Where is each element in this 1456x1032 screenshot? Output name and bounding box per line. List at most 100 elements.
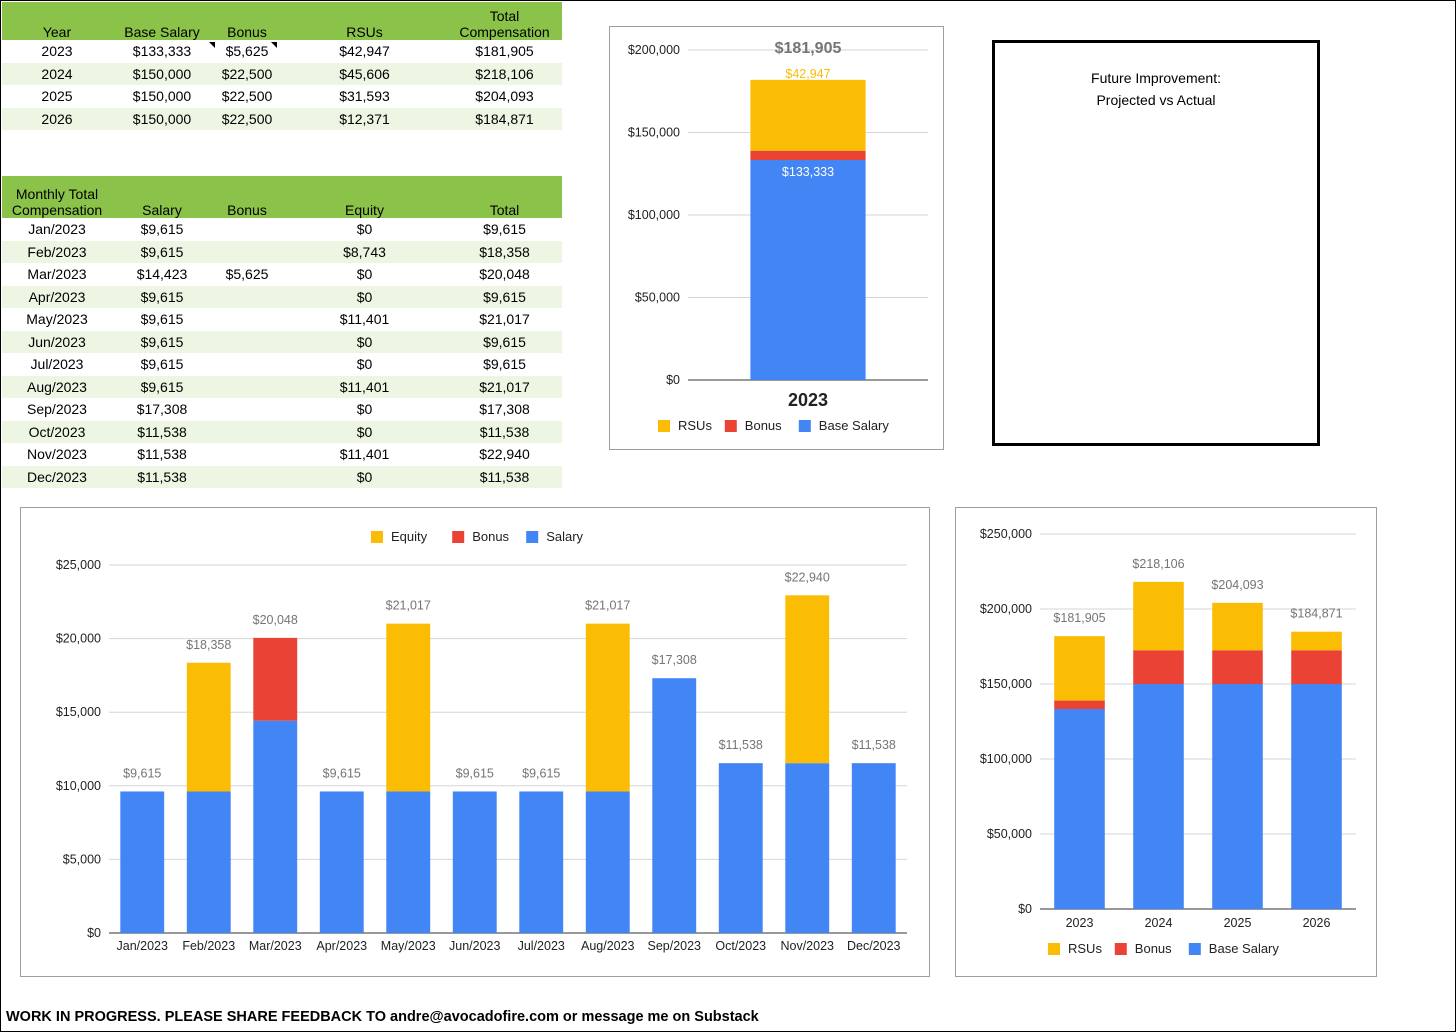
table-cell[interactable]: $8,743 — [282, 240, 447, 263]
table-cell[interactable]: $9,615 — [112, 330, 212, 353]
table-cell[interactable]: $9,615 — [483, 356, 526, 373]
table-cell[interactable] — [212, 353, 282, 376]
table-cell[interactable] — [212, 218, 282, 241]
table-cell[interactable] — [212, 240, 282, 263]
table-cell[interactable] — [212, 443, 282, 466]
table-cell[interactable]: $11,401 — [339, 446, 390, 463]
table-cell[interactable]: $5,625 — [225, 266, 269, 283]
table-cell[interactable]: $9,615 — [112, 285, 212, 308]
table-cell[interactable]: $9,615 — [112, 375, 212, 398]
table-cell[interactable]: $20,048 — [479, 266, 530, 283]
table-row: Feb/2023 $9,615 $8,743 $18,358 — [2, 240, 562, 263]
table-cell[interactable]: Jun/2023 — [2, 330, 112, 353]
x-tick-label: Jan/2023 — [117, 939, 168, 953]
table-cell[interactable]: $21,017 — [479, 311, 530, 328]
table-cell[interactable]: $22,500 — [221, 88, 273, 105]
table-cell[interactable]: $150,000 — [112, 62, 212, 85]
table-cell[interactable]: Aug/2023 — [2, 375, 112, 398]
table-cell[interactable]: 2024 — [2, 62, 112, 85]
table-cell[interactable]: $0 — [356, 356, 373, 373]
data-label: $42,947 — [785, 67, 830, 81]
table-cell[interactable]: Oct/2023 — [2, 420, 112, 443]
table-cell[interactable] — [212, 330, 282, 353]
table-cell[interactable]: $0 — [282, 330, 447, 353]
table-cell[interactable]: $21,017 — [447, 375, 562, 398]
table-cell[interactable]: $9,615 — [140, 221, 184, 238]
table-cell[interactable]: $9,615 — [447, 330, 562, 353]
table-cell[interactable]: $9,615 — [140, 311, 184, 328]
table-cell[interactable]: $11,401 — [282, 375, 447, 398]
table-cell[interactable]: Apr/2023 — [2, 285, 112, 308]
table-cell[interactable]: $0 — [356, 221, 373, 238]
table-cell[interactable]: $0 — [282, 285, 447, 308]
total-label: $9,615 — [522, 766, 560, 780]
table-cell[interactable] — [212, 398, 282, 421]
legend-swatch — [658, 420, 670, 432]
table-cell[interactable]: $150,000 — [112, 107, 212, 130]
table-cell[interactable]: $14,423 — [136, 266, 188, 283]
y-tick-label: $50,000 — [635, 291, 680, 305]
table-cell[interactable]: $18,358 — [447, 240, 562, 263]
table-row: 2025 $150,000 $22,500 $31,593 $204,093 — [2, 85, 562, 108]
comment-marker-icon[interactable] — [271, 42, 277, 48]
table-cell[interactable]: $22,500 — [212, 62, 282, 85]
table-cell[interactable]: $31,593 — [339, 88, 390, 105]
table-cell[interactable]: $11,401 — [339, 311, 390, 328]
table-cell[interactable]: $0 — [356, 401, 373, 418]
total-label: $181,905 — [775, 40, 842, 57]
table-cell[interactable]: Nov/2023 — [27, 446, 87, 463]
table-cell[interactable]: Mar/2023 — [27, 266, 87, 283]
table-cell[interactable]: Jul/2023 — [30, 356, 84, 373]
header-bonus: Bonus — [212, 176, 282, 218]
table-cell[interactable]: $11,538 — [447, 465, 562, 488]
table-cell[interactable]: Jan/2023 — [28, 221, 86, 238]
table-cell[interactable] — [212, 285, 282, 308]
table-cell[interactable]: Feb/2023 — [2, 240, 112, 263]
table-cell[interactable]: $11,538 — [112, 465, 212, 488]
table-cell[interactable]: $9,615 — [447, 285, 562, 308]
table-cell[interactable]: 2025 — [41, 88, 73, 105]
table-cell[interactable]: $0 — [356, 266, 373, 283]
table-cell[interactable]: $9,615 — [140, 356, 184, 373]
table-cell[interactable]: $184,871 — [447, 107, 562, 130]
table-cell[interactable]: $9,615 — [112, 240, 212, 263]
header-total-compensation: Total Compensation — [447, 2, 562, 40]
comment-marker-icon[interactable] — [209, 42, 215, 48]
table-row: 2023 $133,333 $5,625 $42,947 $181,905 — [2, 40, 562, 63]
x-tick-label: Feb/2023 — [182, 939, 235, 953]
table-cell[interactable]: $45,606 — [282, 62, 447, 85]
table-cell[interactable]: $11,538 — [447, 420, 562, 443]
x-tick-label: 2023 — [1066, 916, 1094, 930]
table-cell[interactable]: $11,538 — [137, 446, 187, 463]
table-cell[interactable] — [212, 375, 282, 398]
table-cell[interactable]: 2023 — [41, 43, 73, 60]
table-cell[interactable]: $218,106 — [447, 62, 562, 85]
y-tick-label: $0 — [666, 373, 680, 387]
table-cell[interactable]: $22,500 — [212, 107, 282, 130]
table-cell[interactable]: $22,940 — [479, 446, 530, 463]
legend-swatch — [724, 420, 737, 432]
table-cell[interactable]: $181,905 — [475, 43, 534, 60]
table-row: Oct/2023 $11,538 $0 $11,538 — [2, 420, 562, 443]
table-cell[interactable]: May/2023 — [26, 311, 88, 328]
table-cell[interactable] — [212, 465, 282, 488]
table-cell[interactable]: $0 — [282, 465, 447, 488]
table-cell[interactable]: $11,538 — [112, 420, 212, 443]
table-cell[interactable]: $12,371 — [282, 107, 447, 130]
table-cell[interactable]: $9,615 — [483, 221, 526, 238]
table-cell[interactable]: Sep/2023 — [27, 401, 87, 418]
table-cell[interactable]: $0 — [282, 420, 447, 443]
table-cell[interactable]: $17,308 — [479, 401, 530, 418]
x-tick-label: 2025 — [1224, 916, 1252, 930]
bar-bonus — [1291, 650, 1342, 684]
table-cell[interactable]: $150,000 — [132, 88, 192, 105]
table-cell[interactable]: 2026 — [2, 107, 112, 130]
table-cell[interactable]: $5,625 — [225, 43, 269, 60]
table-cell[interactable]: Dec/2023 — [2, 465, 112, 488]
table-cell[interactable] — [212, 420, 282, 443]
table-cell[interactable]: $42,947 — [339, 43, 390, 60]
table-cell[interactable]: $133,333 — [132, 43, 192, 60]
table-cell[interactable]: $204,093 — [475, 88, 534, 105]
table-cell[interactable] — [212, 308, 282, 331]
table-cell[interactable]: $17,308 — [136, 401, 188, 418]
